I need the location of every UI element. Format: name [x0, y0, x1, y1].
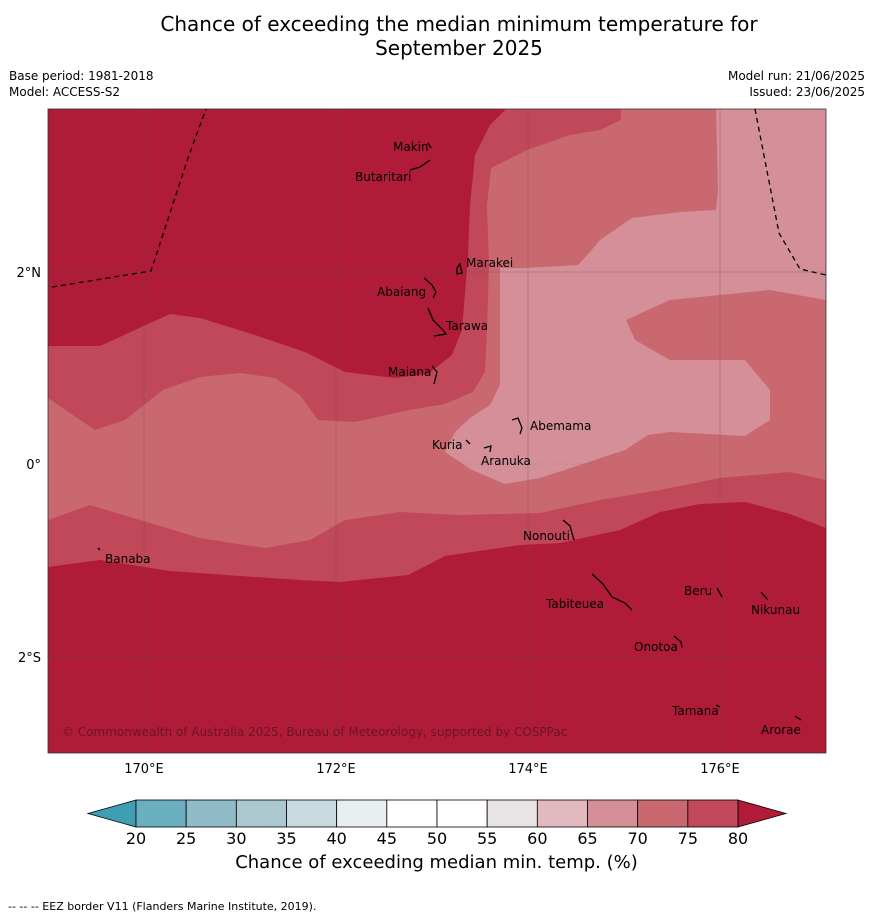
colorbar-swatch — [486, 799, 538, 828]
model-run-text: Model run: 21/06/2025 — [727, 69, 865, 83]
gridlines — [48, 109, 826, 753]
colorbar-tick-label: 75 — [678, 829, 698, 848]
lon-label-174: 174°E — [508, 762, 548, 777]
label-tamana: Tamana — [671, 704, 719, 718]
issued-text: Issued: 23/06/2025 — [749, 85, 865, 99]
island-aranuka — [483, 445, 492, 453]
colorbar-tick-label: 35 — [276, 829, 296, 848]
island-onotoa — [673, 635, 683, 649]
colorbar-swatch — [135, 799, 187, 828]
colorbar: 20 25 30 35 40 45 50 55 60 65 70 75 80 — [86, 799, 788, 848]
footnote-eez: -- -- -- EEZ border V11 (Flanders Marine… — [8, 900, 317, 913]
meta-right: Model run: 21/06/2025 Issued: 23/06/2025 — [728, 68, 865, 100]
label-tarawa: Tarawa — [445, 319, 488, 333]
title-line-1: Chance of exceeding the median minimum t… — [160, 12, 758, 36]
label-butaritari: Butaritari — [355, 170, 412, 184]
island-labels: Makin Butaritari Marakei Abaiang Tarawa … — [105, 140, 801, 737]
label-nikunau: Nikunau — [751, 603, 800, 617]
lat-label-2s: 2°S — [18, 651, 41, 666]
colorbar-tick-label: 40 — [326, 829, 346, 848]
label-nonouti: Nonouti — [523, 529, 570, 543]
island-beru — [716, 587, 723, 598]
colorbar-swatch — [286, 799, 338, 828]
island-marakei — [456, 262, 463, 275]
meta-left: Base period: 1981-2018 Model: ACCESS-S2 — [9, 68, 154, 100]
colorbar-tick-label: 70 — [627, 829, 647, 848]
colorbar-over-arrow — [737, 799, 788, 828]
label-aranuka: Aranuka — [481, 454, 531, 468]
label-banaba: Banaba — [105, 552, 151, 566]
eez-border-west — [51, 108, 207, 288]
island-nonouti — [562, 519, 575, 541]
colorbar-tick-label: 50 — [427, 829, 447, 848]
lon-label-176: 176°E — [700, 762, 740, 777]
label-maiana: Maiana — [388, 365, 431, 379]
island-maiana — [431, 365, 438, 385]
colorbar-swatch — [386, 799, 438, 828]
island-butaritari — [409, 159, 431, 171]
base-period-text: Base period: 1981-2018 — [9, 69, 154, 83]
lon-label-170: 170°E — [124, 762, 164, 777]
lon-label-172: 172°E — [316, 762, 356, 777]
label-kuria: Kuria — [432, 438, 463, 452]
label-abaiang: Abaiang — [377, 285, 426, 299]
eez-border-east — [754, 108, 827, 276]
colorbar-tick-label: 80 — [728, 829, 748, 848]
label-marakei: Marakei — [466, 256, 513, 270]
map-title: Chance of exceeding the median minimum t… — [0, 12, 873, 60]
colorbar-swatch — [185, 799, 237, 828]
label-makin: Makin — [393, 140, 429, 154]
lat-axis-labels: 2°N 0° 2°S — [17, 266, 42, 666]
label-abemama: Abemama — [530, 419, 591, 433]
map-frame — [47, 108, 827, 754]
lat-label-0: 0° — [26, 458, 41, 473]
islands — [97, 142, 802, 721]
colorbar-swatch — [587, 799, 639, 828]
lat-label-2n: 2°N — [17, 266, 42, 281]
label-beru: Beru — [684, 584, 712, 598]
colorbar-under-arrow — [86, 799, 137, 828]
island-makin — [427, 142, 432, 149]
lon-axis-labels: 170°E 172°E 174°E 176°E — [124, 762, 740, 777]
island-kuria — [465, 439, 471, 445]
colorbar-title: Chance of exceeding median min. temp. (%… — [235, 852, 638, 873]
band-65-70 — [445, 109, 826, 484]
copyright-text: © Commonwealth of Australia 2025, Bureau… — [62, 725, 567, 739]
colorbar-tick-label: 45 — [377, 829, 397, 848]
island-banaba — [97, 547, 101, 551]
colorbar-swatch — [687, 799, 739, 828]
island-abaiang — [423, 277, 437, 299]
island-abemama — [511, 417, 523, 435]
title-line-2: September 2025 — [375, 36, 543, 60]
colorbar-swatch — [336, 799, 388, 828]
colorbar-tick-label: 55 — [477, 829, 497, 848]
colorbar-swatch — [235, 799, 287, 828]
label-arorae: Arorae — [761, 723, 801, 737]
probability-field — [48, 109, 826, 753]
island-tamana — [715, 704, 721, 708]
island-tabiteuea — [591, 573, 633, 611]
colorbar-tick-label: 20 — [126, 829, 146, 848]
island-nikunau — [760, 591, 769, 601]
island-arorae — [794, 715, 802, 721]
colorbar-tick-label: 25 — [176, 829, 196, 848]
model-text: Model: ACCESS-S2 — [9, 85, 121, 99]
colorbar-swatch — [436, 799, 488, 828]
label-onotoa: Onotoa — [634, 640, 678, 654]
colorbar-tick-label: 65 — [577, 829, 597, 848]
label-tabiteuea: Tabiteuea — [545, 597, 604, 611]
colorbar-tick-label: 60 — [527, 829, 547, 848]
island-tarawa — [427, 307, 448, 337]
eez-borders — [51, 108, 827, 288]
colorbar-tick-label: 30 — [226, 829, 246, 848]
colorbar-swatch — [536, 799, 588, 828]
colorbar-swatch — [637, 799, 689, 828]
